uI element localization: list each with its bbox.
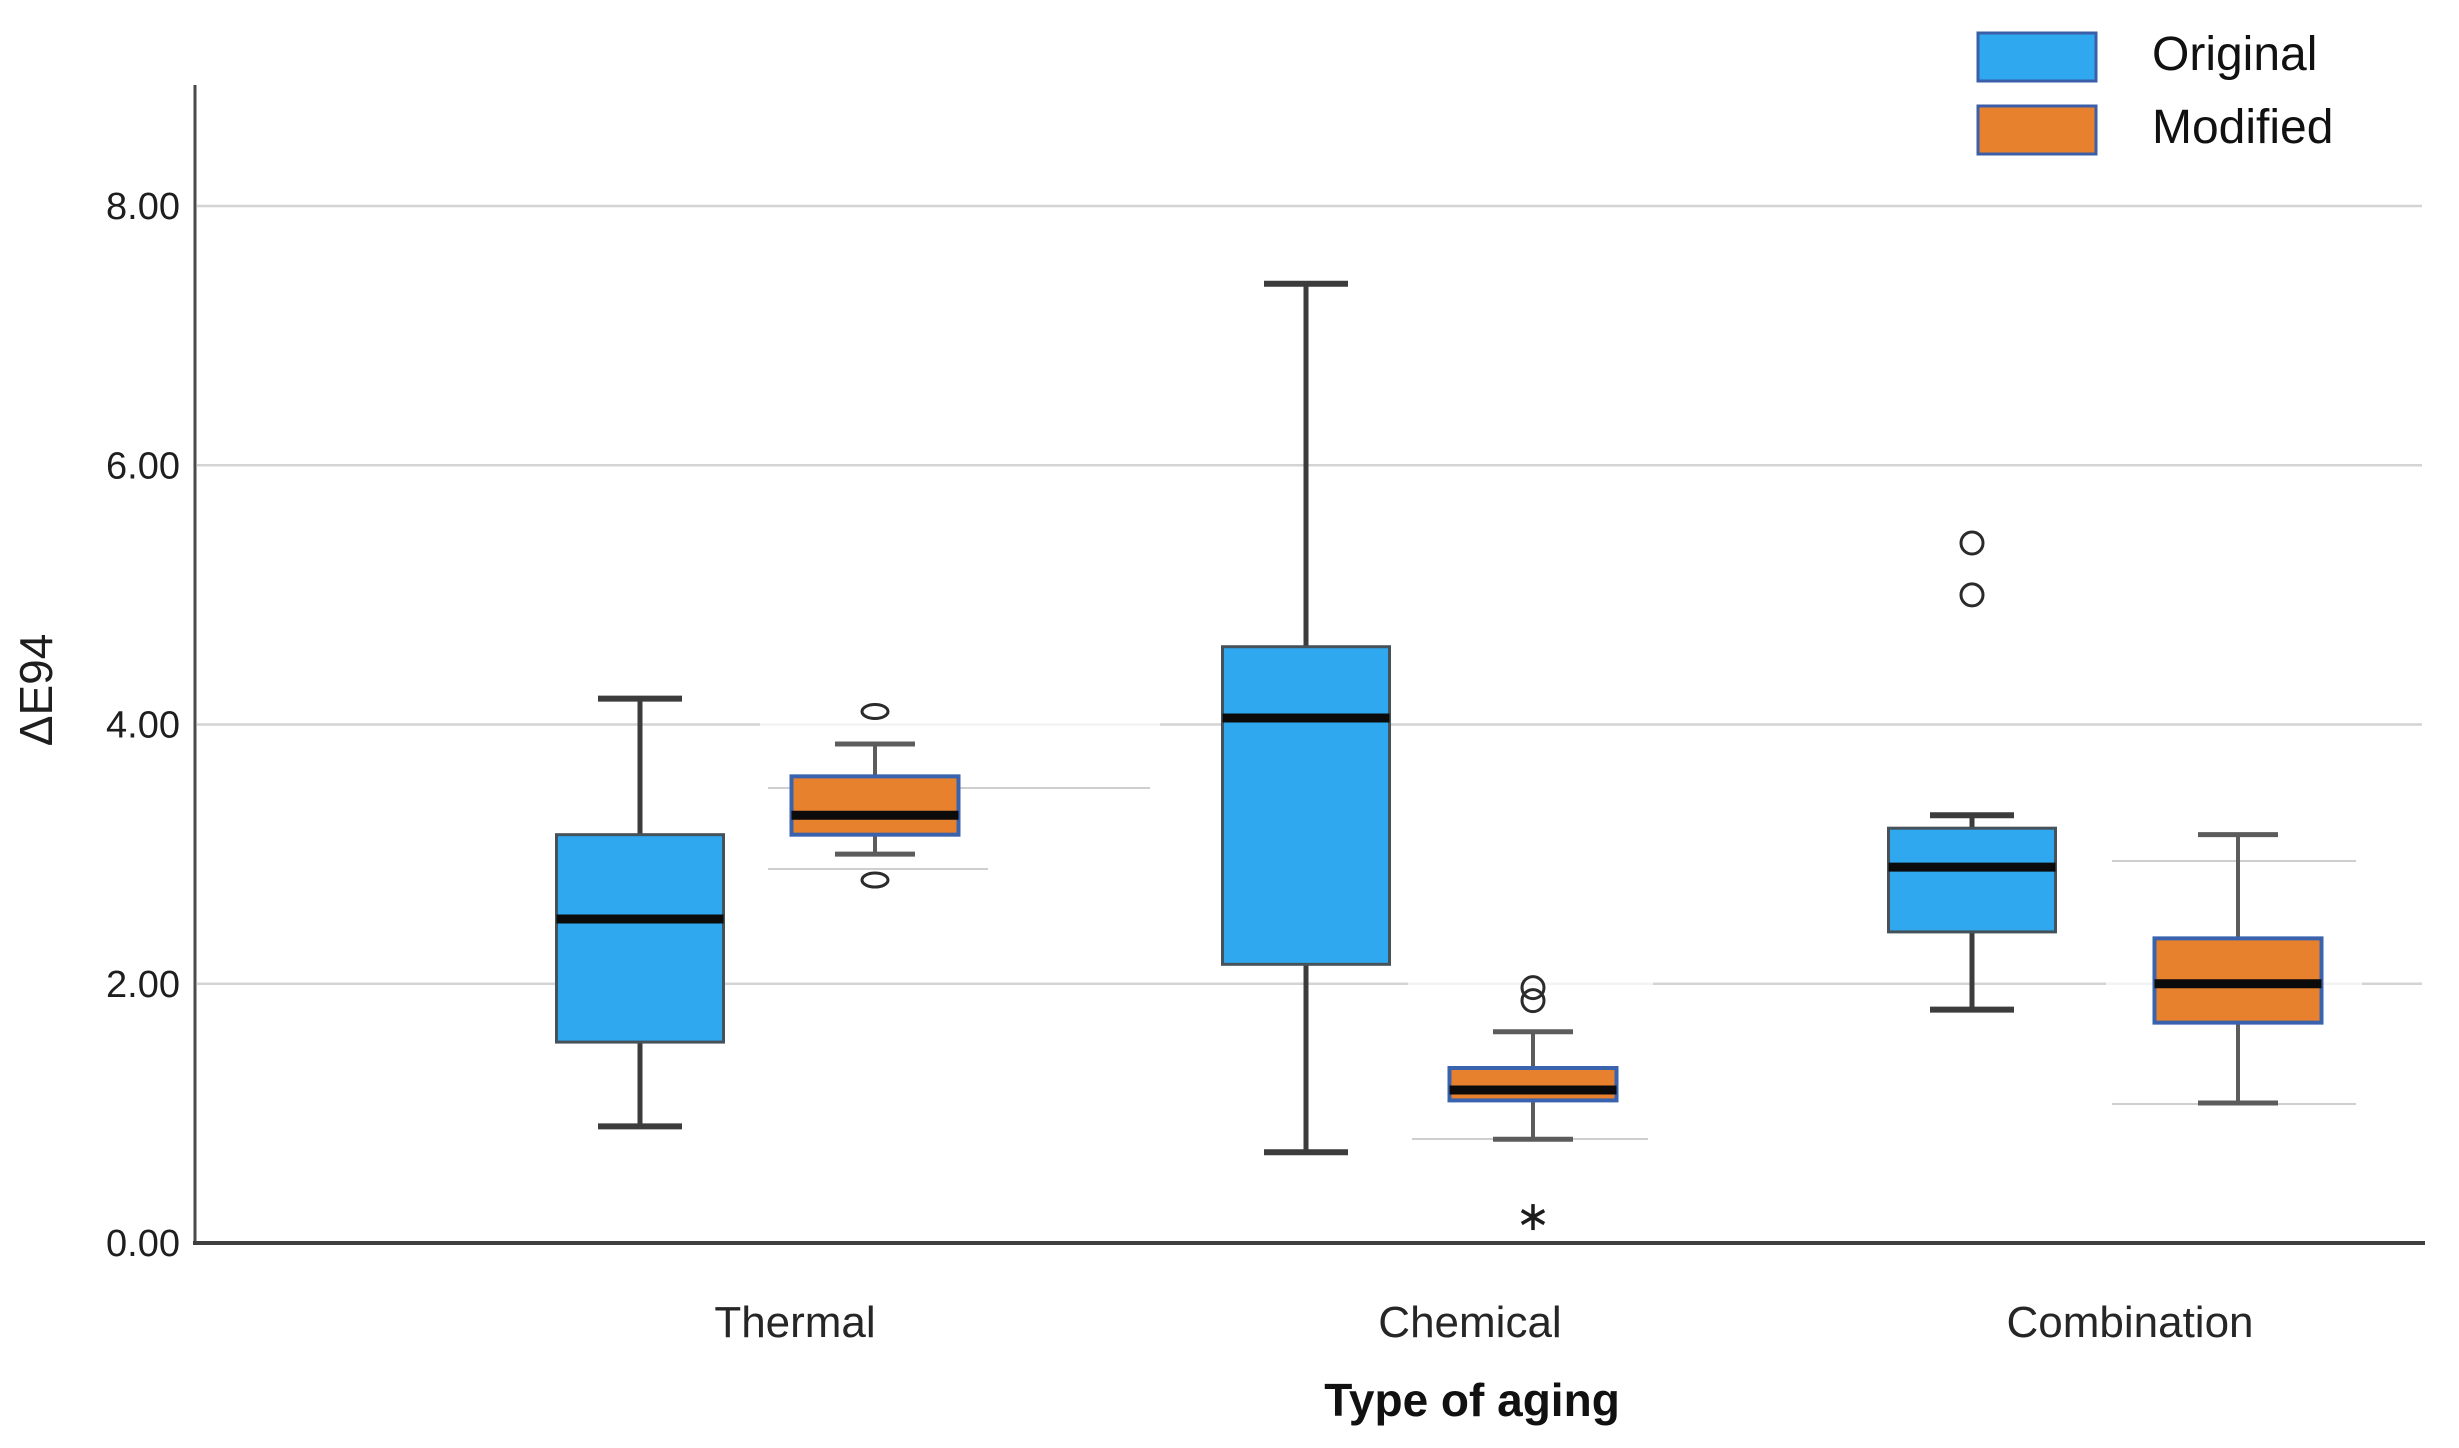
- outlier-circle: [1959, 530, 1985, 556]
- y-tick-label: 4.00: [106, 705, 180, 747]
- iqr-box: [1447, 1066, 1619, 1103]
- y-tick-label: 8.00: [106, 186, 180, 228]
- x-tick-label-chemical: Chemical: [1378, 1298, 1561, 1347]
- iqr-box: [1887, 826, 2057, 934]
- y-tick-label: 0.00: [106, 1223, 180, 1265]
- y-tick-label: 6.00: [106, 445, 180, 487]
- box-group-original-combination: [1887, 530, 2057, 1013]
- legend-label-modified: Modified: [2152, 101, 2333, 154]
- extreme-outlier-star: [1520, 1209, 1546, 1226]
- outlier-circle: [1959, 582, 1985, 608]
- box-group-original-thermal: [555, 695, 725, 1130]
- white-patch: [1408, 952, 1653, 1165]
- x-tick-label-combination: Combination: [2006, 1298, 2253, 1347]
- box-group-modified-chemical: [1447, 975, 1619, 1231]
- legend-label-original: Original: [2152, 28, 2317, 81]
- y-axis-title: ΔE94: [10, 634, 62, 747]
- iqr-box: [1221, 645, 1391, 966]
- legend-swatch-original: [1976, 31, 2098, 83]
- y-tick-label: 2.00: [106, 964, 180, 1006]
- box-group-modified-combination: [2152, 832, 2324, 1106]
- outlier-circle: [1520, 988, 1546, 1014]
- outlier-ellipse: [860, 871, 890, 889]
- x-axis-title: Type of aging: [1324, 1374, 1620, 1426]
- box-group-original-chemical: [1221, 280, 1391, 1156]
- iqr-box: [555, 833, 725, 1044]
- iqr-box: [789, 774, 961, 837]
- outlier-ellipse: [860, 703, 890, 721]
- x-tick-label-thermal: Thermal: [714, 1298, 875, 1347]
- box-group-modified-thermal: [789, 703, 961, 889]
- outlier-circle: [1520, 975, 1546, 1001]
- legend-swatch-modified: [1976, 104, 2098, 156]
